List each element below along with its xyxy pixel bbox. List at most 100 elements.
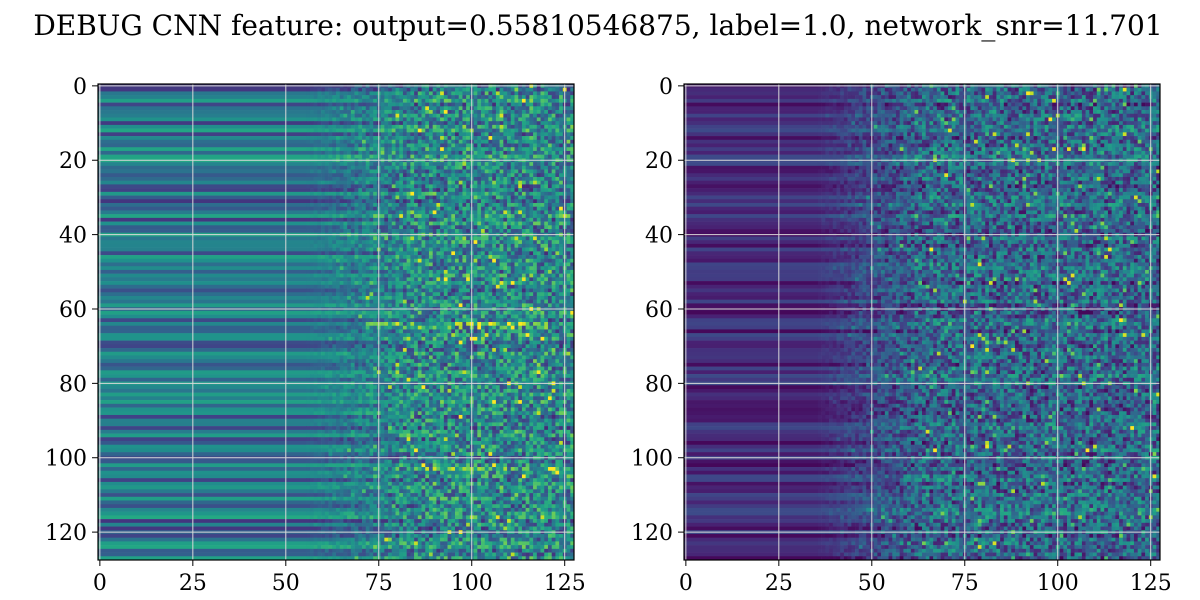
- heatmap-cell: [458, 136, 463, 141]
- heatmap-cell: [402, 288, 407, 293]
- heatmap-cell: [544, 281, 549, 286]
- heatmap-cell: [365, 184, 370, 189]
- heatmap-cell: [436, 147, 441, 152]
- heatmap-cell: [507, 206, 512, 211]
- heatmap-cell: [533, 336, 538, 341]
- heatmap-cell: [555, 281, 560, 286]
- heatmap-cell: [380, 240, 385, 245]
- heatmap-cell: [98, 95, 307, 100]
- heatmap-cell: [399, 173, 404, 178]
- heatmap-cell: [365, 139, 370, 144]
- heatmap-cell: [317, 243, 322, 248]
- heatmap-cell: [462, 329, 467, 334]
- heatmap-cell: [306, 255, 311, 260]
- heatmap-cell: [555, 258, 560, 263]
- heatmap-cell: [350, 154, 355, 159]
- heatmap-cell: [533, 214, 538, 219]
- heatmap-cell: [350, 329, 355, 334]
- heatmap-cell: [440, 325, 445, 330]
- heatmap-cell: [570, 284, 575, 289]
- heatmap-cell: [343, 266, 348, 271]
- heatmap-cell: [332, 121, 337, 126]
- heatmap-cell: [533, 176, 538, 181]
- heatmap-cell: [492, 273, 497, 278]
- heatmap-cell: [362, 318, 367, 323]
- heatmap-cell: [380, 184, 385, 189]
- heatmap-cell: [536, 266, 541, 271]
- heatmap-cell: [466, 295, 471, 300]
- heatmap-cell: [443, 214, 448, 219]
- heatmap-cell: [547, 98, 552, 103]
- heatmap-cell: [492, 184, 497, 189]
- heatmap-cell: [551, 214, 556, 219]
- heatmap-cell: [354, 292, 359, 297]
- heatmap-cell: [414, 184, 419, 189]
- heatmap-cell: [481, 139, 486, 144]
- heatmap-cell: [339, 281, 344, 286]
- heatmap-cell: [332, 269, 337, 274]
- heatmap-cell: [555, 121, 560, 126]
- heatmap-cell: [533, 288, 538, 293]
- heatmap-cell: [399, 136, 404, 141]
- heatmap-cell: [473, 295, 478, 300]
- heatmap-cell: [362, 180, 367, 185]
- heatmap-cell: [317, 217, 322, 222]
- heatmap-cell: [328, 273, 333, 278]
- heatmap-cell: [559, 318, 564, 323]
- heatmap-cell: [321, 199, 326, 204]
- heatmap-cell: [547, 180, 552, 185]
- heatmap-cell: [533, 165, 538, 170]
- heatmap-cell: [410, 150, 415, 155]
- heatmap-cell: [533, 229, 538, 234]
- heatmap-cell: [417, 251, 422, 256]
- heatmap-cell: [544, 110, 549, 115]
- heatmap-cell: [358, 132, 363, 137]
- heatmap-cell: [391, 262, 396, 267]
- heatmap-cell: [447, 139, 452, 144]
- heatmap-cell: [440, 243, 445, 248]
- heatmap-cell: [358, 292, 363, 297]
- heatmap-cell: [406, 136, 411, 141]
- heatmap-cell: [477, 87, 482, 92]
- heatmap-cell: [309, 314, 314, 319]
- heatmap-cell: [559, 150, 564, 155]
- heatmap-cell: [358, 258, 363, 263]
- heatmap-cell: [328, 195, 333, 200]
- heatmap-cell: [395, 247, 400, 252]
- heatmap-cell: [488, 169, 493, 174]
- heatmap-cell: [362, 169, 367, 174]
- heatmap-cell: [503, 113, 508, 118]
- heatmap-cell: [484, 284, 489, 289]
- heatmap-cell: [324, 243, 329, 248]
- heatmap-cell: [447, 128, 452, 133]
- heatmap-cell: [481, 128, 486, 133]
- heatmap-cell: [555, 299, 560, 304]
- heatmap-cell: [395, 221, 400, 226]
- heatmap-cell: [518, 117, 523, 122]
- heatmap-cell: [406, 284, 411, 289]
- heatmap-cell: [339, 310, 344, 315]
- heatmap-cell: [495, 206, 500, 211]
- heatmap-cell: [399, 292, 404, 297]
- heatmap-cell: [399, 314, 404, 319]
- heatmap-cell: [365, 329, 370, 334]
- heatmap-cell: [425, 180, 430, 185]
- heatmap-cell: [499, 314, 504, 319]
- heatmap-cell: [373, 191, 378, 196]
- heatmap-cell: [332, 154, 337, 159]
- heatmap-cell: [499, 136, 504, 141]
- heatmap-cell: [380, 318, 385, 323]
- heatmap-cell: [544, 180, 549, 185]
- heatmap-cell: [510, 180, 515, 185]
- heatmap-cell: [395, 288, 400, 293]
- heatmap-cell: [391, 199, 396, 204]
- heatmap-cell: [417, 139, 422, 144]
- heatmap-cell: [559, 314, 564, 319]
- heatmap-cell: [336, 117, 341, 122]
- heatmap-cell: [317, 214, 322, 219]
- heatmap-cell: [362, 214, 367, 219]
- heatmap-cell: [458, 95, 463, 100]
- heatmap-cell: [350, 251, 355, 256]
- heatmap-cell: [358, 191, 363, 196]
- heatmap-cell: [321, 221, 326, 226]
